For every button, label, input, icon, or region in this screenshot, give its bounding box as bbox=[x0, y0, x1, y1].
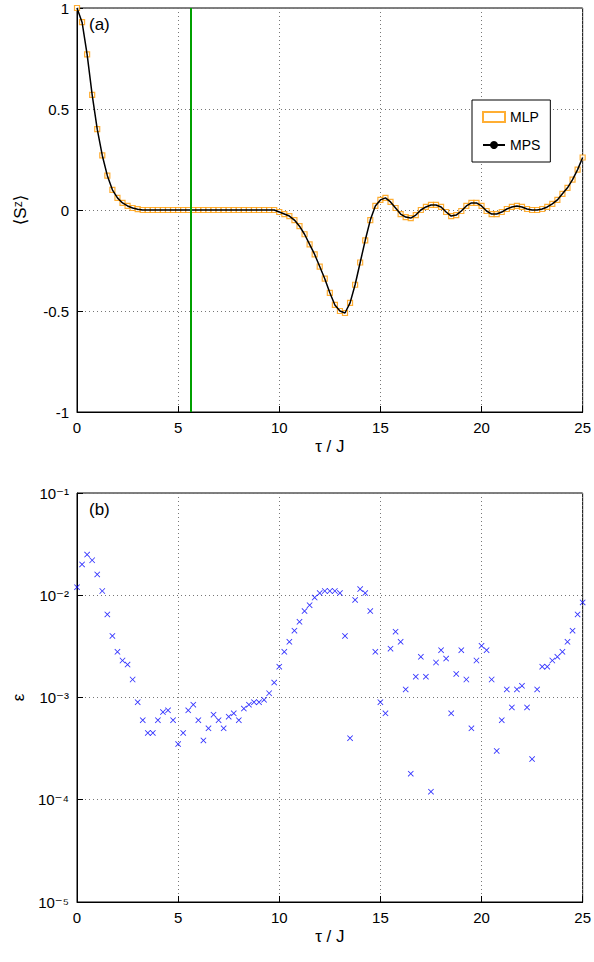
svg-text:⟨Sᶻ⟩: ⟨Sᶻ⟩ bbox=[11, 195, 30, 226]
svg-text:-1: -1 bbox=[56, 404, 69, 421]
svg-text:10⁻³: 10⁻³ bbox=[39, 689, 69, 706]
svg-text:10⁻⁴: 10⁻⁴ bbox=[38, 791, 69, 808]
svg-text:20: 20 bbox=[473, 909, 490, 926]
svg-text:25: 25 bbox=[574, 419, 591, 436]
svg-text:10: 10 bbox=[271, 909, 288, 926]
svg-text:1: 1 bbox=[61, 0, 69, 17]
svg-text:25: 25 bbox=[574, 909, 591, 926]
svg-text:(a): (a) bbox=[89, 15, 110, 34]
svg-text:MLP: MLP bbox=[510, 109, 539, 125]
svg-text:(b): (b) bbox=[89, 500, 110, 519]
svg-text:10⁻⁵: 10⁻⁵ bbox=[38, 894, 69, 911]
svg-text:20: 20 bbox=[473, 419, 490, 436]
svg-text:10⁻¹: 10⁻¹ bbox=[39, 485, 69, 502]
svg-text:5: 5 bbox=[174, 909, 182, 926]
svg-text:0: 0 bbox=[73, 419, 81, 436]
svg-text:15: 15 bbox=[372, 909, 389, 926]
svg-text:10: 10 bbox=[271, 419, 288, 436]
svg-text:ε: ε bbox=[9, 693, 28, 701]
svg-text:5: 5 bbox=[174, 419, 182, 436]
svg-text:τ / J: τ / J bbox=[315, 927, 344, 946]
svg-text:0.5: 0.5 bbox=[48, 101, 69, 118]
svg-text:0: 0 bbox=[73, 909, 81, 926]
svg-text:-0.5: -0.5 bbox=[43, 303, 69, 320]
svg-text:10⁻²: 10⁻² bbox=[39, 587, 69, 604]
svg-text:τ / J: τ / J bbox=[315, 437, 344, 456]
svg-text:MPS: MPS bbox=[510, 137, 540, 153]
svg-text:15: 15 bbox=[372, 419, 389, 436]
svg-text:0: 0 bbox=[61, 202, 69, 219]
